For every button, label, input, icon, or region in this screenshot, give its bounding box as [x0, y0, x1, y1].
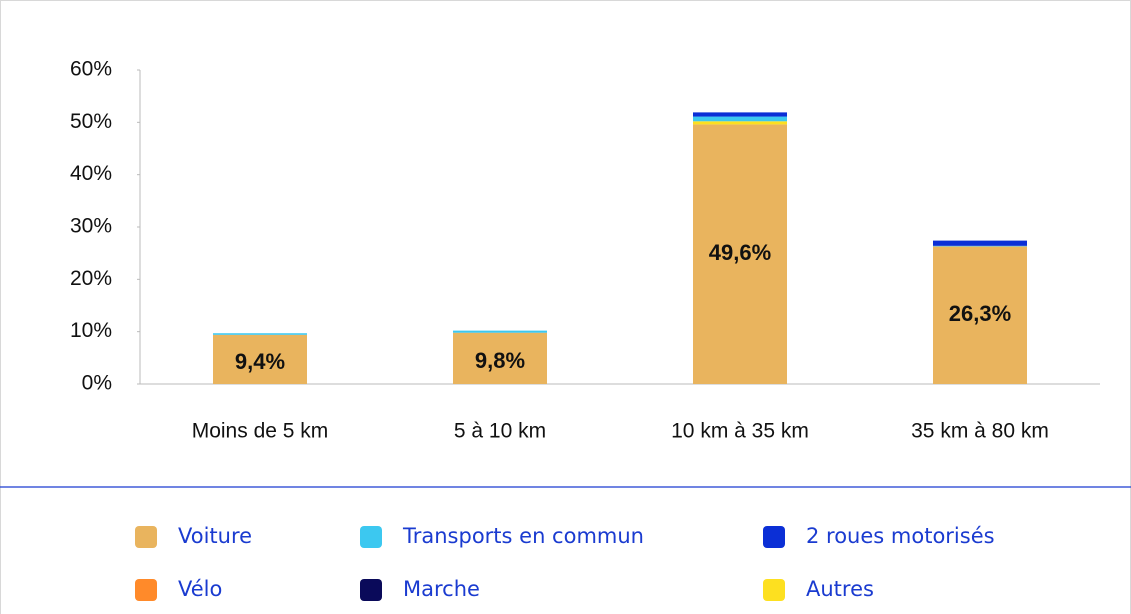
bar-segment — [933, 245, 1027, 247]
bar-segment — [453, 332, 547, 384]
legend-label: 2 roues motorisés — [806, 524, 995, 548]
legend-label: Vélo — [178, 577, 222, 601]
bar-segment — [933, 246, 1027, 384]
x-tick-label: 5 à 10 km — [454, 420, 546, 443]
x-tick-label: 35 km à 80 km — [911, 420, 1049, 443]
bar-segment — [213, 334, 307, 384]
bar-segment — [453, 330, 547, 333]
bar-segment — [933, 240, 1027, 246]
data-label: 9,8% — [475, 348, 525, 373]
y-tick-label: 40% — [70, 162, 112, 185]
legend-label: Marche — [403, 577, 480, 601]
legend-swatch — [360, 579, 382, 601]
y-tick-label: 30% — [70, 215, 112, 238]
legend-swatch — [135, 526, 157, 548]
bar-segment — [693, 124, 787, 384]
y-tick-label: 10% — [70, 319, 112, 342]
legend-swatch — [135, 579, 157, 601]
data-label: 26,3% — [949, 301, 1011, 326]
legend-swatch — [763, 579, 785, 601]
x-tick-label: 10 km à 35 km — [671, 420, 809, 443]
x-tick-label: Moins de 5 km — [192, 420, 329, 443]
bar-segment — [693, 112, 787, 117]
y-tick-label: 60% — [70, 58, 112, 81]
y-tick-label: 0% — [82, 372, 112, 395]
data-label: 49,6% — [709, 240, 771, 265]
legend-label: Autres — [806, 577, 874, 601]
bar-segment — [693, 116, 787, 122]
y-tick-label: 20% — [70, 267, 112, 290]
legend-swatch — [763, 526, 785, 548]
legend-swatch — [360, 526, 382, 548]
y-tick-label: 50% — [70, 110, 112, 133]
legend-label: Transports en commun — [402, 524, 644, 548]
data-label: 9,4% — [235, 349, 285, 374]
bar-segment — [693, 121, 787, 125]
legend-label: Voiture — [178, 524, 252, 548]
bar-segment — [213, 333, 307, 335]
